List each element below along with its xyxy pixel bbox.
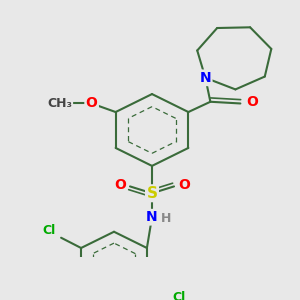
Text: O: O: [86, 97, 98, 110]
Text: S: S: [146, 186, 158, 201]
Text: H: H: [161, 212, 171, 225]
Text: Cl: Cl: [43, 224, 56, 237]
Text: O: O: [246, 95, 258, 109]
Text: O: O: [114, 178, 126, 192]
Text: O: O: [178, 178, 190, 192]
Text: Cl: Cl: [172, 291, 185, 300]
Text: N: N: [146, 210, 158, 224]
Text: N: N: [200, 71, 211, 85]
Text: CH₃: CH₃: [47, 97, 72, 110]
